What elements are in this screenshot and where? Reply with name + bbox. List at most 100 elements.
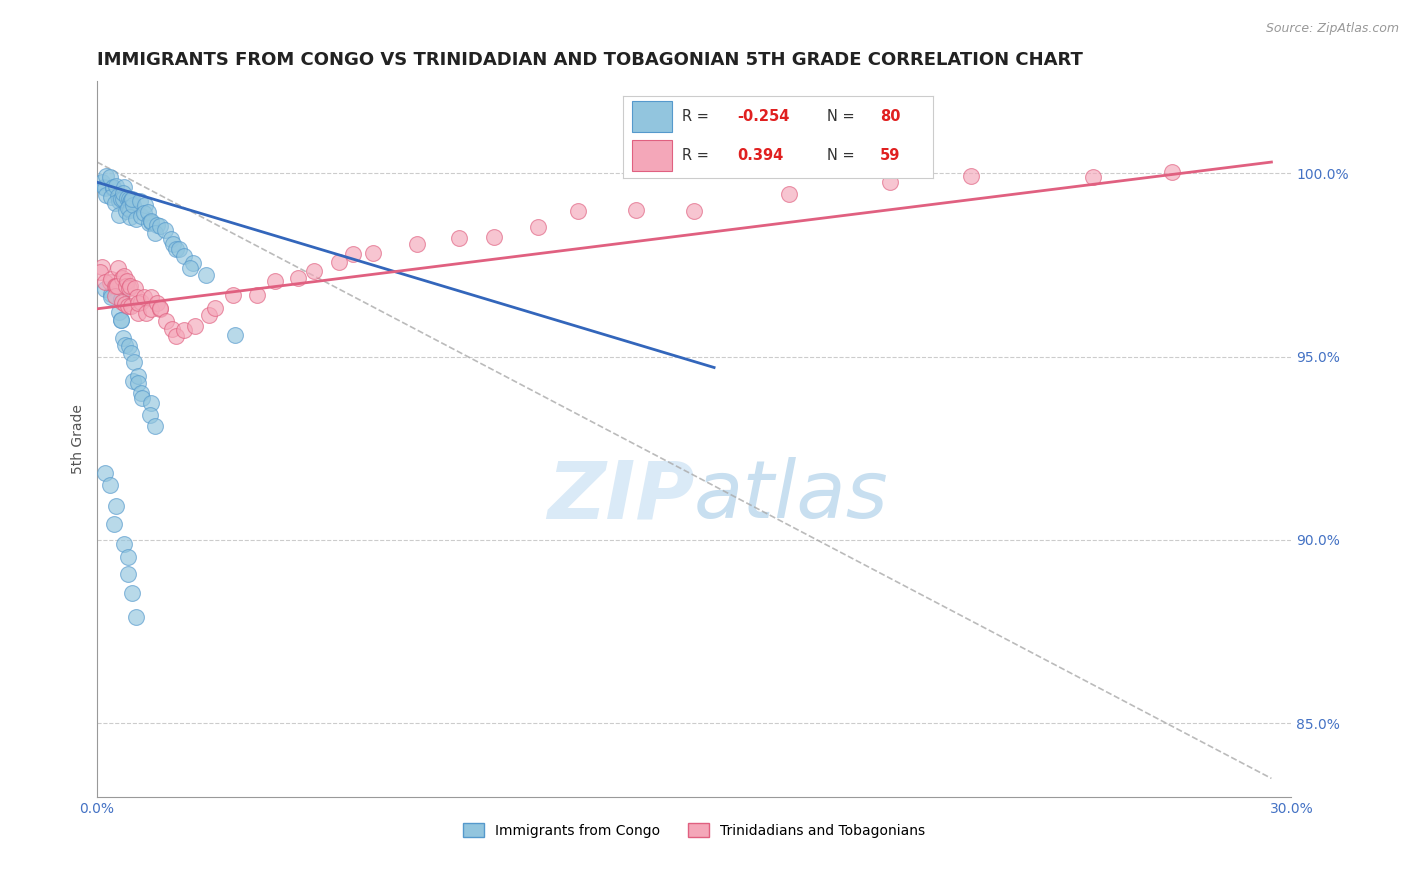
Point <box>778 187 800 202</box>
Point <box>160 232 183 246</box>
Point <box>117 339 139 353</box>
Point <box>145 226 167 240</box>
Point <box>527 219 550 234</box>
Point <box>222 288 245 302</box>
Point <box>100 272 122 286</box>
Point <box>120 195 142 210</box>
Point <box>100 287 122 301</box>
Point <box>115 279 138 293</box>
Point <box>246 288 269 302</box>
Point <box>567 204 589 219</box>
Point <box>135 306 157 320</box>
Point <box>1083 169 1105 184</box>
Point <box>112 537 135 551</box>
Point <box>117 191 139 205</box>
Point <box>127 368 149 383</box>
Point <box>406 237 429 252</box>
Point <box>146 219 169 233</box>
Point <box>342 246 364 260</box>
Point <box>104 278 127 293</box>
Point <box>91 175 114 189</box>
Point <box>143 419 166 434</box>
Point <box>139 395 162 409</box>
Point <box>107 260 129 275</box>
Point <box>127 306 149 320</box>
Point <box>110 292 132 306</box>
Point <box>162 236 184 251</box>
Point <box>141 214 163 228</box>
Point <box>153 223 176 237</box>
Point <box>169 242 191 256</box>
Point <box>117 201 139 215</box>
Point <box>108 305 131 319</box>
Point <box>110 192 132 206</box>
Point <box>204 301 226 316</box>
Point <box>127 296 149 310</box>
Point <box>160 322 183 336</box>
Point <box>118 279 141 293</box>
Point <box>110 312 132 326</box>
Point <box>131 391 153 405</box>
Point <box>146 296 169 310</box>
Point <box>173 248 195 262</box>
Point <box>138 216 160 230</box>
Point <box>117 566 139 581</box>
Point <box>165 329 187 343</box>
Text: atlas: atlas <box>695 458 889 535</box>
Text: ZIP: ZIP <box>547 458 695 535</box>
Point <box>111 271 134 285</box>
Point <box>94 467 117 481</box>
Point <box>139 408 162 422</box>
Point <box>114 337 136 351</box>
Point <box>155 314 177 328</box>
Point <box>94 181 117 195</box>
Point <box>101 181 124 195</box>
Point <box>104 289 127 303</box>
Point <box>117 550 139 565</box>
Legend: Immigrants from Congo, Trinidadians and Tobagonians: Immigrants from Congo, Trinidadians and … <box>458 818 931 844</box>
Point <box>101 180 124 194</box>
Point <box>128 194 150 208</box>
Point <box>120 193 142 207</box>
Y-axis label: 5th Grade: 5th Grade <box>72 404 86 474</box>
Text: IMMIGRANTS FROM CONGO VS TRINIDADIAN AND TOBAGONIAN 5TH GRADE CORRELATION CHART: IMMIGRANTS FROM CONGO VS TRINIDADIAN AND… <box>97 51 1083 69</box>
Point <box>149 219 172 234</box>
Point <box>118 193 141 207</box>
Point <box>120 345 142 359</box>
Point <box>122 198 145 212</box>
Point <box>112 179 135 194</box>
Point <box>121 374 143 388</box>
Point <box>118 281 141 295</box>
Point <box>149 301 172 316</box>
Point <box>110 313 132 327</box>
Point <box>100 190 122 204</box>
Point <box>482 230 505 244</box>
Point <box>447 231 470 245</box>
Point <box>112 331 135 345</box>
Point <box>111 294 134 309</box>
Point <box>104 499 127 513</box>
Point <box>108 208 131 222</box>
Point <box>117 299 139 313</box>
Point <box>129 209 152 223</box>
Point <box>194 268 217 282</box>
Point <box>98 477 121 491</box>
Point <box>107 189 129 203</box>
Point <box>121 586 143 600</box>
Point <box>960 169 983 183</box>
Point <box>129 386 152 401</box>
Point <box>134 198 156 212</box>
Point <box>124 280 146 294</box>
Point <box>139 215 162 229</box>
Point <box>129 294 152 309</box>
Point <box>121 192 143 206</box>
Point <box>100 290 122 304</box>
Point <box>100 170 122 185</box>
Point <box>165 242 187 256</box>
Point <box>118 202 141 217</box>
Point <box>120 299 142 313</box>
Point <box>304 264 326 278</box>
Point <box>181 256 204 270</box>
Point <box>105 279 128 293</box>
Point <box>98 275 121 289</box>
